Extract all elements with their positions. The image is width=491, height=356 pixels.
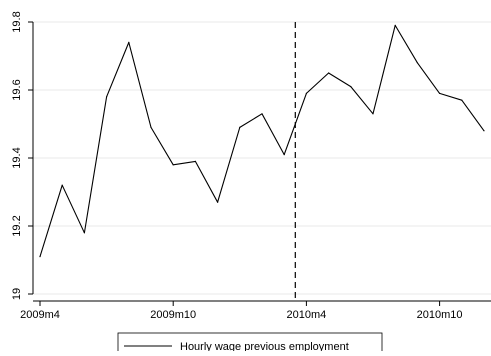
y-tick-label-2: 19.4 [11,147,23,168]
data-point-0-7 [194,160,196,162]
data-point-0-1 [61,184,63,186]
data-point-0-19 [461,99,463,101]
y-tick-label-0: 19 [11,288,23,300]
legend-box [117,332,383,356]
gridlines [33,21,491,295]
axes: 19 19.2 19.4 19.6 19.8 2009m4 2009m10 2010m4 201… [11,11,491,321]
data-point-0-2 [83,232,85,234]
y-tick-label-3: 19.6 [11,79,23,100]
x-tick-label-3: 2010m10 [417,309,463,321]
data-point-0-13 [328,72,330,74]
x-tick-label-2: 2010m4 [287,309,327,321]
series-lines [39,24,485,258]
data-point-0-0 [39,256,41,258]
data-point-0-12 [305,92,307,94]
data-point-0-10 [261,113,263,115]
data-point-0-4 [128,41,130,44]
data-point-0-8 [217,201,219,203]
data-point-0-6 [172,164,174,166]
legend-label: Hourly wage previous employment [180,341,349,351]
data-point-0-5 [150,126,152,128]
data-point-0-18 [439,92,441,94]
series-line-0 [39,24,485,257]
data-point-0-9 [239,126,241,128]
x-tick-label-0: 2009m4 [20,309,60,321]
data-point-0-3 [106,96,108,98]
data-point-0-20 [483,130,485,132]
x-tick-label-1: 2009m10 [150,309,196,321]
data-point-0-11 [283,154,285,156]
legend: Hourly wage previous employment [117,332,383,356]
y-tick-label-1: 19.2 [11,215,23,236]
data-point-0-15 [372,113,374,115]
data-point-0-16 [394,24,396,26]
data-point-0-17 [416,62,418,64]
y-tick-label-4: 19.8 [11,11,23,32]
data-point-0-14 [350,86,352,88]
